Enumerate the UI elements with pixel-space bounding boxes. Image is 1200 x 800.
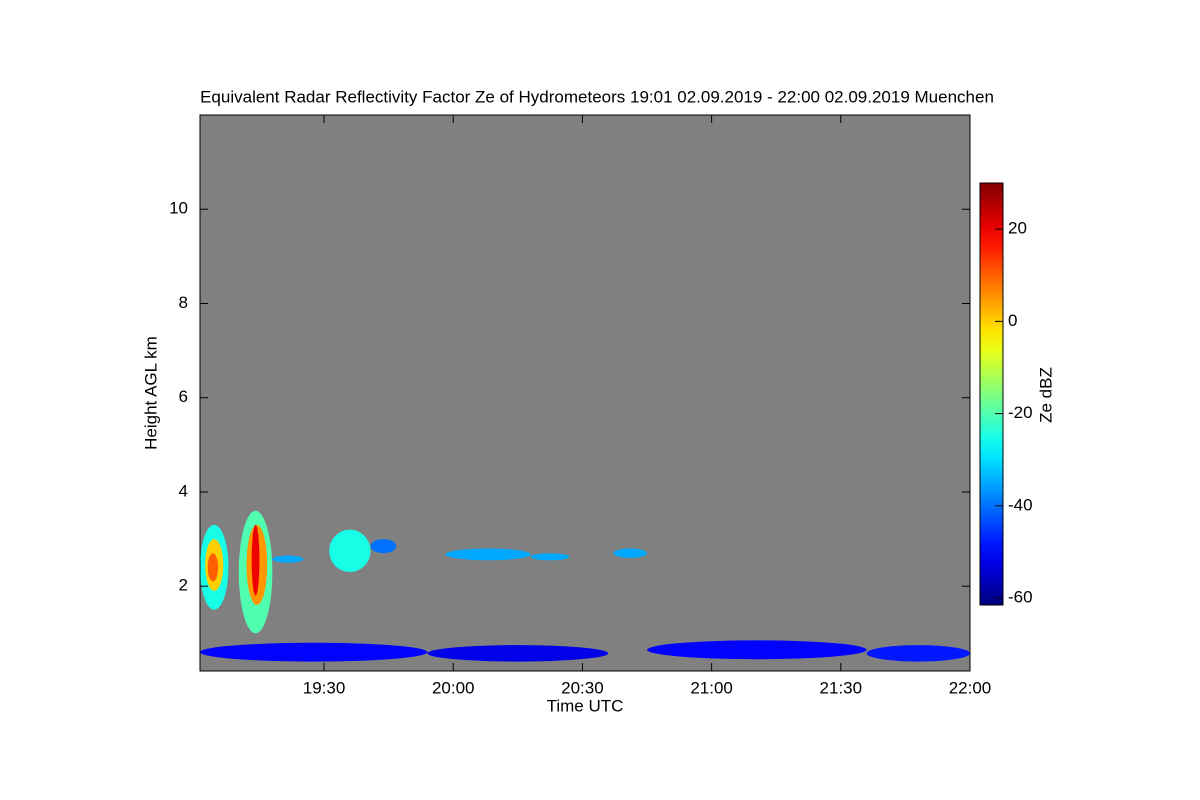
- y-axis-label: Height AGL km: [141, 336, 160, 450]
- x-tick-label: 21:00: [690, 678, 733, 697]
- echo-cell: [613, 548, 648, 558]
- y-tick-label: 10: [169, 199, 188, 218]
- chart-title: Equivalent Radar Reflectivity Factor Ze …: [200, 87, 994, 106]
- echo-cell: [251, 524, 260, 596]
- echo-cell: [272, 555, 304, 563]
- colorbar-tick-label: -20: [1008, 403, 1033, 422]
- cells: [200, 510, 970, 662]
- colorbar-tick-label: -60: [1008, 588, 1033, 607]
- echo-cell: [530, 553, 570, 561]
- x-tick-label: 21:30: [820, 678, 863, 697]
- colorbar-tick-label: 0: [1008, 311, 1017, 330]
- echo-cell: [866, 645, 970, 662]
- plot-frame: [199, 114, 971, 672]
- x-tick-label: 22:00: [949, 678, 992, 697]
- x-tick-label: 19:30: [303, 678, 346, 697]
- colorbar: [979, 182, 1004, 606]
- x-tick-label: 20:00: [432, 678, 475, 697]
- colorbar-label: Ze dBZ: [1036, 367, 1055, 423]
- echo-cell: [647, 640, 867, 660]
- colorbar-tick-label: 20: [1008, 219, 1027, 238]
- y-tick-label: 2: [179, 576, 188, 595]
- echo-cell: [207, 553, 219, 582]
- y-tick-label: 6: [179, 387, 188, 406]
- echo-cell: [370, 539, 397, 554]
- x-tick-label: 20:30: [561, 678, 604, 697]
- x-axis-label: Time UTC: [547, 696, 624, 715]
- echo-cell: [427, 645, 609, 662]
- y-tick-label: 4: [179, 481, 188, 500]
- echo-cell: [329, 529, 371, 573]
- echo-cell: [445, 548, 531, 561]
- colorbar-tick-label: -40: [1008, 495, 1033, 514]
- y-tick-label: 8: [179, 293, 188, 312]
- echo-cell: [200, 642, 428, 662]
- plot-area: [200, 115, 970, 671]
